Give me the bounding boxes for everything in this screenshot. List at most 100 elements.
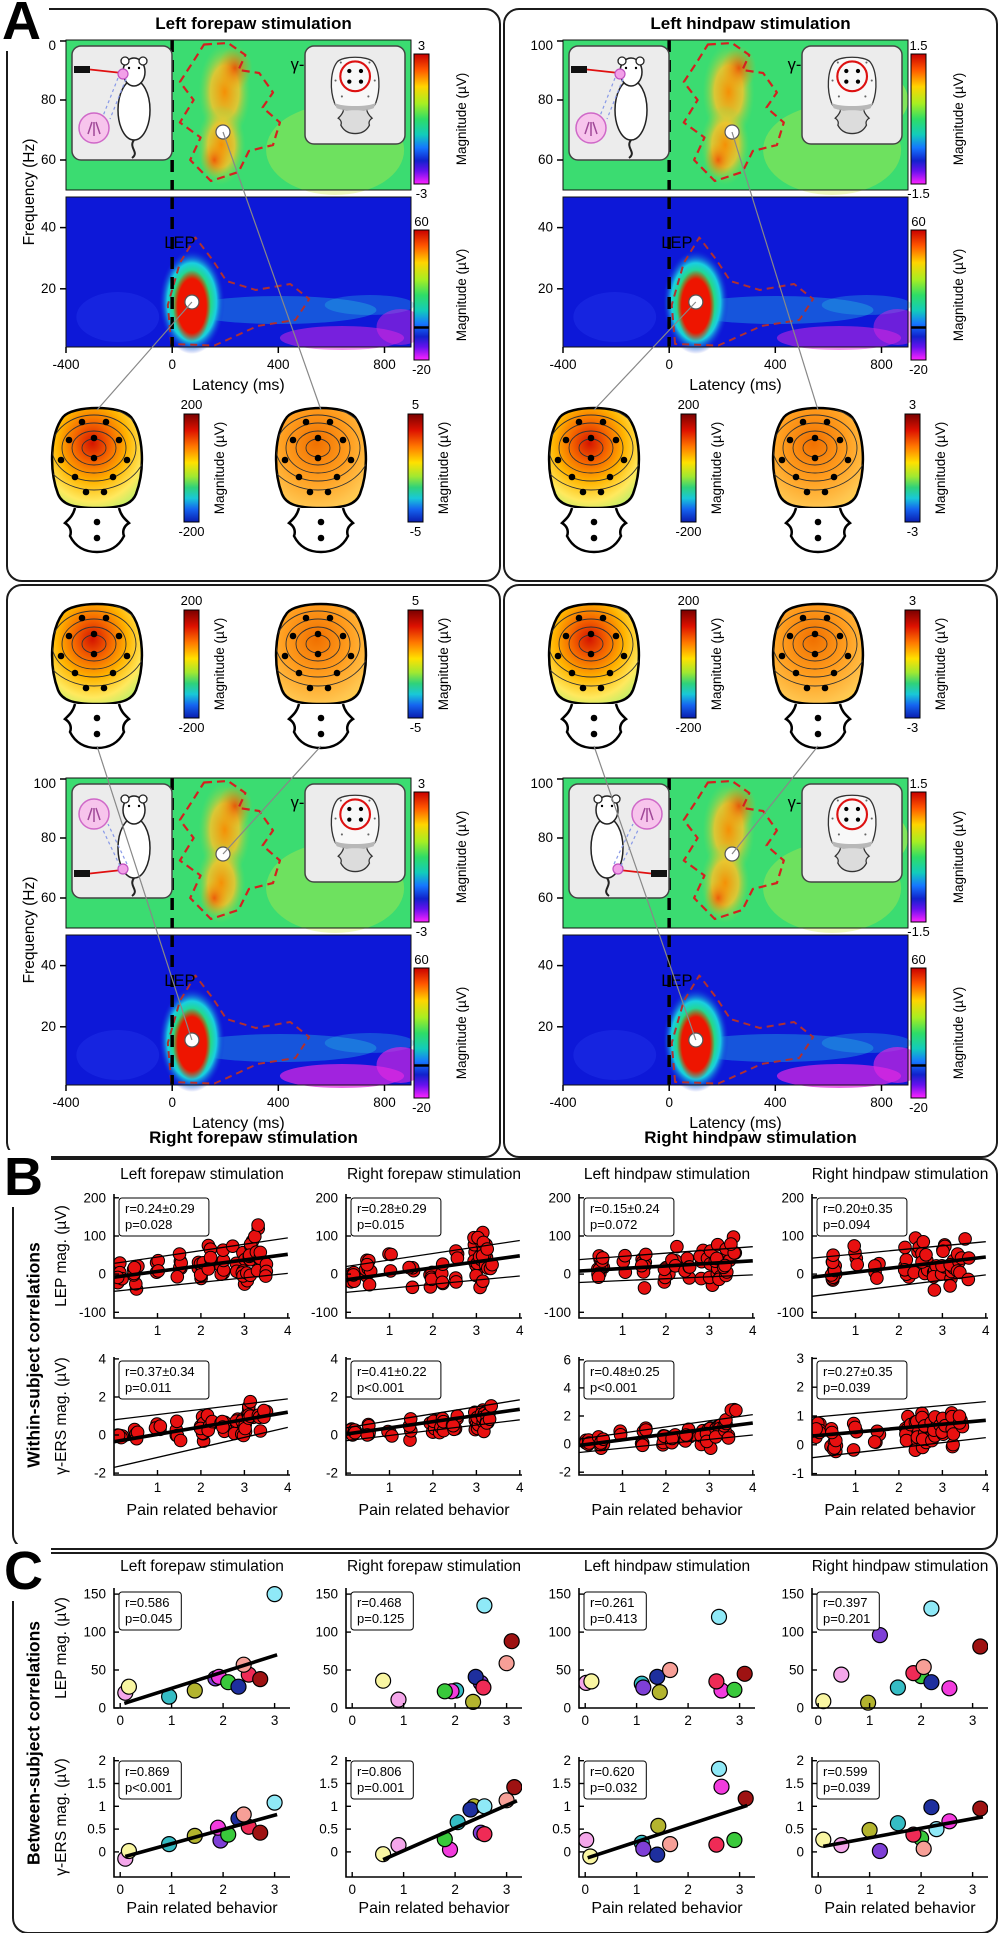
- scatter-b-3: 1 2 3 4 200 100 0 -100 r=0.15±0.24p=0.072: [544, 1190, 757, 1338]
- svg-text:-400: -400: [52, 357, 79, 372]
- subject-dot: [649, 1846, 666, 1863]
- svg-text:50: 50: [91, 1663, 106, 1678]
- svg-text:2: 2: [684, 1882, 692, 1897]
- svg-text:3: 3: [418, 776, 425, 791]
- svg-text:0: 0: [563, 1437, 571, 1452]
- subject-dot: [252, 1670, 269, 1688]
- svg-text:60: 60: [414, 214, 428, 229]
- svg-text:3: 3: [271, 1713, 279, 1728]
- electrode-montage-inset: [827, 56, 877, 135]
- svg-text:1: 1: [330, 1799, 338, 1814]
- electrode-montage-inset: [330, 794, 380, 873]
- svg-text:1.5: 1.5: [785, 1776, 804, 1791]
- stats-box: [118, 1360, 210, 1400]
- svg-text:50: 50: [323, 1663, 338, 1678]
- subject-dot: [972, 1800, 988, 1817]
- svg-text:-400: -400: [52, 1095, 79, 1110]
- svg-text:Magnitude (µV): Magnitude (µV): [436, 618, 451, 711]
- subject-dot: [710, 1608, 728, 1625]
- svg-text:60: 60: [538, 152, 553, 167]
- svg-text:p=0.028: p=0.028: [125, 1217, 172, 1232]
- svg-text:400: 400: [764, 1095, 787, 1110]
- electrode-montage-inset: [330, 56, 380, 135]
- svg-text:r=0.37±0.34: r=0.37±0.34: [125, 1364, 195, 1379]
- subject-dot: [374, 1672, 392, 1689]
- svg-text:80: 80: [538, 830, 553, 845]
- column-title: Right forepaw stimulation: [346, 1166, 522, 1183]
- lep-peak-marker: [688, 1032, 704, 1048]
- svg-text:3: 3: [241, 1323, 249, 1338]
- svg-text:r=0.599: r=0.599: [823, 1764, 867, 1779]
- svg-text:Latency (ms): Latency (ms): [689, 377, 781, 394]
- svg-text:0: 0: [563, 1701, 571, 1716]
- svg-text:-20: -20: [909, 1100, 928, 1115]
- svg-text:200: 200: [83, 1190, 106, 1205]
- scatter-b-4: 1 2 3 4 200 100 0 -100 r=0.20±0.35p=0.094: [777, 1190, 990, 1338]
- subject-dot: [941, 1680, 958, 1697]
- svg-text:-1.5: -1.5: [907, 924, 929, 939]
- subject-dot: [390, 1691, 407, 1708]
- svg-text:-200: -200: [178, 720, 204, 735]
- svg-text:60: 60: [911, 952, 925, 967]
- svg-text:0: 0: [348, 1713, 356, 1728]
- subject-dot: [923, 1799, 940, 1816]
- svg-text:100: 100: [83, 1625, 106, 1640]
- subject-dot: [649, 1668, 666, 1686]
- subject-dot: [915, 1658, 932, 1676]
- stats-box: [118, 1197, 210, 1237]
- svg-text:Magnitude (µV): Magnitude (µV): [933, 618, 948, 711]
- svg-text:r=0.48±0.25: r=0.48±0.25: [590, 1364, 660, 1379]
- svg-text:0: 0: [330, 1428, 338, 1443]
- svg-text:200: 200: [181, 593, 203, 608]
- svg-text:Magnitude (µV): Magnitude (µV): [454, 811, 469, 904]
- topomap-gamma-right-forepaw: 5 -5 Magnitude (µV): [274, 593, 451, 750]
- svg-text:0: 0: [330, 1267, 338, 1282]
- subject-dot: [635, 1840, 652, 1857]
- svg-text:3: 3: [706, 1480, 714, 1495]
- svg-text:3: 3: [736, 1882, 744, 1897]
- svg-text:4: 4: [563, 1380, 571, 1395]
- svg-text:40: 40: [538, 958, 553, 973]
- subject-dot: [889, 1679, 907, 1696]
- svg-text:-200: -200: [675, 524, 701, 539]
- subject-dot: [708, 1836, 725, 1853]
- svg-text:3: 3: [241, 1480, 249, 1495]
- svg-text:3: 3: [939, 1323, 947, 1338]
- svg-text:20: 20: [41, 1019, 56, 1034]
- svg-text:40: 40: [41, 220, 56, 235]
- rat-stimulation-inset: [74, 56, 151, 159]
- svg-text:100: 100: [530, 776, 553, 791]
- subject-dot: [476, 1597, 493, 1614]
- subject-dot: [726, 1831, 743, 1849]
- topomap-lep-right-hindpaw: 200 -200 Magnitude (µV): [547, 593, 724, 750]
- svg-text:1.5: 1.5: [552, 1776, 571, 1791]
- svg-text:0: 0: [581, 1713, 589, 1728]
- spectrogram-right-hindpaw: γ-ERS LEP 10080604020-4000400800Latency …: [530, 776, 922, 1132]
- svg-text:-20: -20: [412, 362, 431, 377]
- svg-text:r=0.15±0.24: r=0.15±0.24: [590, 1201, 660, 1216]
- stats-box: [583, 1360, 675, 1400]
- svg-text:0: 0: [581, 1882, 589, 1897]
- gamma-peak-marker: [215, 846, 231, 862]
- stats-box: [350, 1197, 442, 1237]
- svg-text:-3: -3: [416, 924, 428, 939]
- subject-dot: [464, 1693, 482, 1711]
- svg-text:2: 2: [895, 1480, 903, 1495]
- svg-text:1: 1: [400, 1713, 408, 1728]
- lep-peak-marker: [184, 1032, 200, 1048]
- svg-text:400: 400: [267, 1095, 290, 1110]
- svg-text:200: 200: [315, 1190, 338, 1205]
- topomap-lep-right-forepaw: 200 -200 Magnitude (µV): [50, 593, 227, 750]
- svg-text:1.5: 1.5: [909, 38, 927, 53]
- svg-text:p=0.015: p=0.015: [357, 1217, 404, 1232]
- svg-text:r=0.869: r=0.869: [125, 1764, 169, 1779]
- subject-dot: [710, 1760, 728, 1777]
- subject-dot: [230, 1678, 247, 1695]
- svg-text:Magnitude (µV): Magnitude (µV): [933, 422, 948, 515]
- svg-text:4: 4: [749, 1323, 757, 1338]
- svg-text:3: 3: [418, 38, 425, 53]
- svg-text:Latency (ms): Latency (ms): [192, 1115, 284, 1132]
- svg-text:800: 800: [373, 1095, 396, 1110]
